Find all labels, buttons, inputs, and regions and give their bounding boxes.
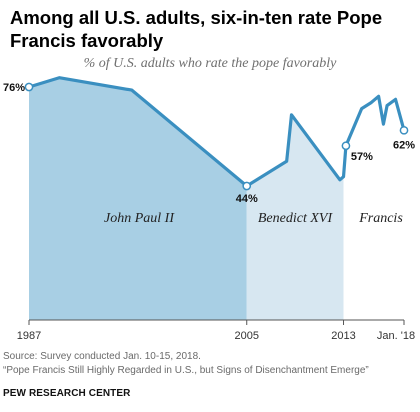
pew-logo-text: PEW RESEARCH CENTER [3, 388, 131, 399]
data-label: 62% [393, 139, 415, 151]
area-2 [343, 96, 404, 320]
area-0 [29, 77, 247, 320]
area-fills [29, 77, 404, 320]
area-1 [246, 114, 344, 320]
data-label: 44% [236, 193, 258, 205]
x-axis-ticks: 1987 2005 2013 Jan. '18 [17, 320, 415, 342]
era-label: Francis [358, 211, 403, 226]
data-point-marker [24, 82, 34, 92]
favorability-line [27, 76, 406, 188]
chart-title: Among all U.S. adults, six-in-ten rate P… [10, 7, 383, 51]
x-tick-label: 2013 [331, 330, 355, 342]
series-line [27, 76, 406, 188]
data-point-marker [399, 125, 409, 135]
data-point-marker [341, 141, 351, 151]
area-chart: 1987 2005 2013 Jan. '18 John Paul II Benedic… [3, 76, 415, 342]
report-title-note: “Pope Francis Still Highly Regarded in U… [3, 365, 369, 376]
x-tick-label: Jan. '18 [377, 330, 415, 342]
era-labels: John Paul II Benedict XVI Francis [104, 211, 403, 226]
data-markers: 76% 44% 57% 62% [3, 82, 415, 205]
data-point-marker [242, 181, 252, 191]
x-tick-label: 1987 [17, 330, 41, 342]
era-label: John Paul II [104, 211, 175, 226]
data-label: 76% [3, 82, 25, 94]
era-label: Benedict XVI [258, 211, 334, 226]
chart-subtitle: % of U.S. adults who rate the pope favor… [83, 56, 337, 71]
data-label: 57% [351, 151, 373, 163]
x-tick-label: 2005 [234, 330, 258, 342]
source-note: Source: Survey conducted Jan. 10-15, 201… [3, 351, 201, 362]
